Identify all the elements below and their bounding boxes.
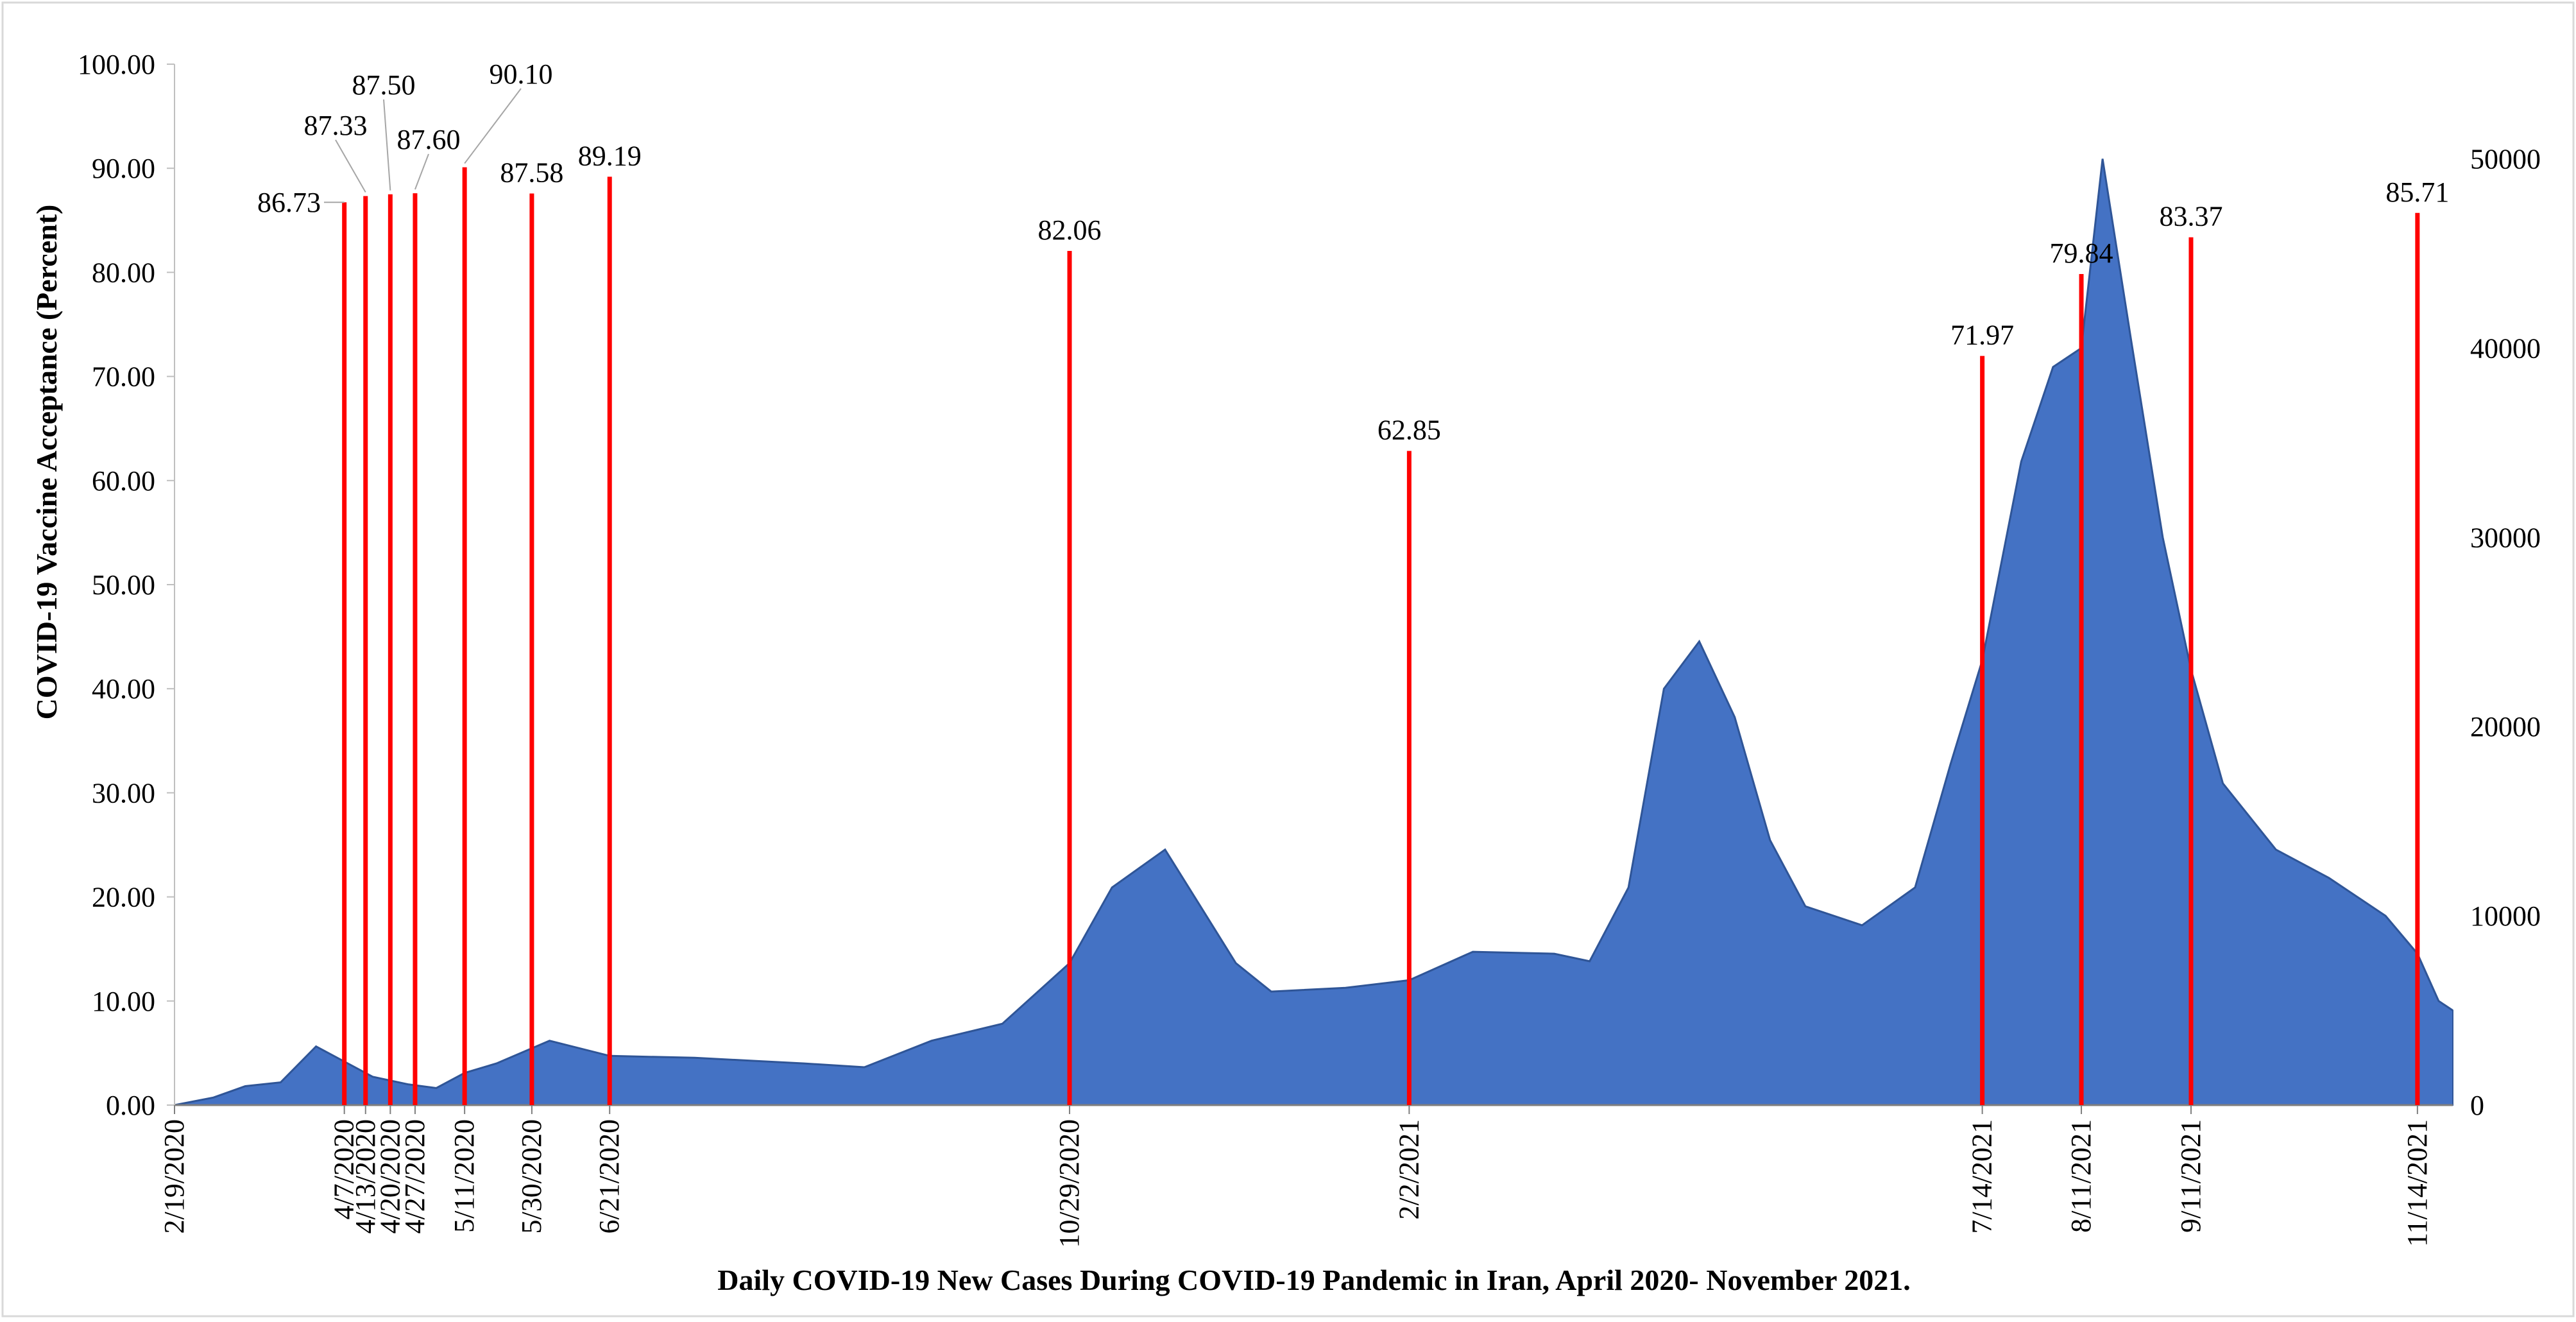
acceptance-leader-line xyxy=(383,99,391,191)
acceptance-data-label: 90.10 xyxy=(490,58,553,90)
y-tick-label: 50.00 xyxy=(92,569,155,601)
x-tick-label: 9/11/2021 xyxy=(2175,1119,2206,1233)
acceptance-data-label: 71.97 xyxy=(1950,320,2014,351)
x-tick-label: 10/29/2020 xyxy=(1053,1119,1085,1248)
y-tick-label: 10.00 xyxy=(92,986,155,1017)
acceptance-bars-layer xyxy=(342,167,2420,1105)
x-tick-label: 4/27/2020 xyxy=(399,1119,431,1233)
x-tick-label: 5/11/2020 xyxy=(448,1119,480,1233)
acceptance-data-label: 87.50 xyxy=(352,69,416,101)
y-tick-label: 70.00 xyxy=(92,361,155,393)
y2-tick-label: 20000 xyxy=(2470,711,2541,743)
acceptance-data-label: 86.73 xyxy=(257,187,321,218)
acceptance-data-label: 87.33 xyxy=(304,110,368,141)
y2-tick-label: 50000 xyxy=(2470,143,2541,175)
x-tick-label: 11/14/2021 xyxy=(2401,1119,2433,1247)
y-tick-label: 20.00 xyxy=(92,882,155,913)
acceptance-leader-line xyxy=(335,139,366,193)
acceptance-data-label: 85.71 xyxy=(2385,176,2449,208)
x-axis-title: Daily COVID-19 New Cases During COVID-19… xyxy=(717,1264,1911,1296)
x-tick-label: 6/21/2020 xyxy=(593,1119,625,1233)
y-tick-label: 100.00 xyxy=(78,49,155,80)
acceptance-data-label: 82.06 xyxy=(1038,214,1102,246)
x-tick-label: 8/11/2021 xyxy=(2065,1119,2097,1233)
acceptance-leader-line xyxy=(464,88,522,164)
y2-tick-label: 30000 xyxy=(2470,522,2541,553)
y-tick-label: 0.00 xyxy=(106,1090,155,1121)
acceptance-data-label: 89.19 xyxy=(578,140,642,171)
labels-layer: 0.00 10.00 20.00 30.00 40.00 50.00 60.00 70.00 8… xyxy=(78,49,2541,1248)
acceptance-data-label: 87.60 xyxy=(397,124,461,155)
y2-tick-label: 0 xyxy=(2470,1090,2484,1121)
cases-line xyxy=(174,159,2453,1106)
y-tick-label: 80.00 xyxy=(92,257,155,288)
y-tick-label: 40.00 xyxy=(92,673,155,705)
x-tick-label: 7/14/2021 xyxy=(1966,1119,1998,1233)
acceptance-data-label: 87.58 xyxy=(500,157,563,188)
acceptance-data-label: 62.85 xyxy=(1378,415,1441,446)
axes-layer xyxy=(167,64,2453,1114)
y2-tick-label: 40000 xyxy=(2470,332,2541,364)
y-tick-label: 90.00 xyxy=(92,153,155,184)
x-tick-label: 2/2/2021 xyxy=(1393,1119,1424,1219)
x-tick-label: 2/19/2020 xyxy=(158,1119,190,1233)
y-tick-label: 60.00 xyxy=(92,465,155,497)
acceptance-data-label: 83.37 xyxy=(2159,201,2222,232)
y-tick-label: 30.00 xyxy=(92,777,155,809)
x-tick-label: 5/30/2020 xyxy=(516,1119,547,1233)
y2-tick-label: 10000 xyxy=(2470,900,2541,932)
acceptance-data-label: 79.84 xyxy=(2050,237,2113,269)
acceptance-leader-line xyxy=(414,153,429,190)
x-tick-label: 4/20/2020 xyxy=(374,1119,405,1233)
x-tick-label: 4/7/2020 xyxy=(328,1119,360,1219)
x-tick-label: 4/13/2020 xyxy=(350,1119,381,1233)
y-axis-title: COVID-19 Vaccine Acceptance (Percent) xyxy=(30,205,63,720)
